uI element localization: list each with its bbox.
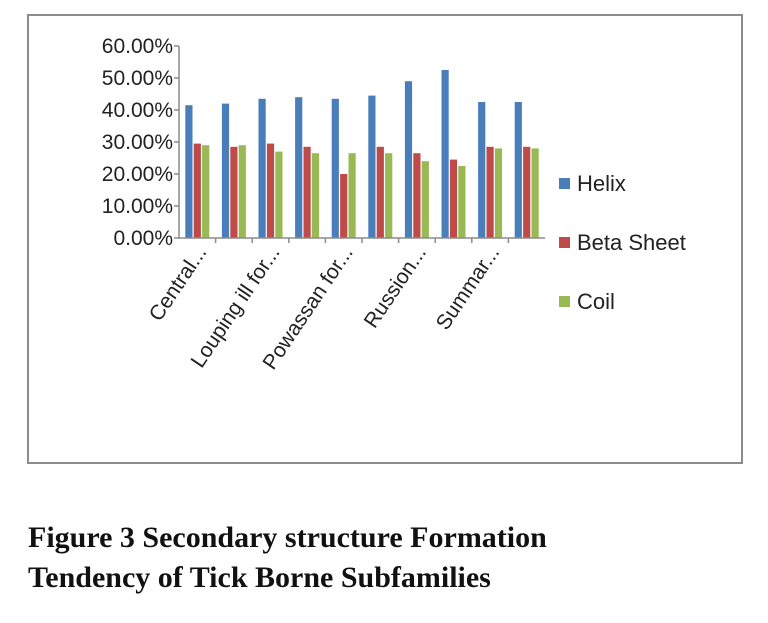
legend-swatch	[559, 296, 570, 307]
bar-beta-sheet	[303, 146, 311, 238]
chart-frame: 0.00% 10.00% 20.00% 30.00% 40.00% 50.00% 60.00…	[27, 14, 743, 464]
figure-caption: Figure 3 Secondary structure Formation T…	[28, 518, 748, 598]
x-axis: Central...Louping ill for...Powassan for…	[145, 237, 545, 374]
y-tick-label: 60.00%	[102, 35, 173, 58]
y-axis: 0.00% 10.00% 20.00% 30.00% 40.00% 50.00% 60.00…	[102, 35, 180, 250]
bar-coil	[421, 161, 429, 238]
bar-helix	[331, 98, 339, 238]
legend-label: Helix	[577, 171, 626, 196]
bar-helix	[478, 102, 486, 238]
bar-coil	[385, 153, 393, 238]
legend-label: Beta Sheet	[577, 230, 686, 255]
y-tick-label: 20.00%	[102, 163, 173, 186]
bar-helix	[441, 70, 449, 238]
bar-coil	[202, 145, 210, 238]
y-tick-label: 50.00%	[102, 67, 173, 90]
bar-beta-sheet	[266, 143, 275, 238]
legend: Helix Beta Sheet Coil	[559, 171, 686, 314]
y-tick-label: 40.00%	[102, 99, 173, 122]
legend-swatch	[559, 178, 570, 189]
x-tick-label: Summar...	[432, 242, 505, 334]
bar-coil	[494, 148, 503, 238]
bar-helix	[258, 98, 266, 238]
bar-coil	[311, 153, 320, 238]
caption-line-1: Figure 3 Secondary structure Formation	[28, 521, 547, 554]
x-tick-label: Central...	[145, 242, 212, 325]
y-tick-label: 0.00%	[113, 227, 173, 250]
bar-chart: 0.00% 10.00% 20.00% 30.00% 40.00% 50.00% 60.00…	[102, 35, 686, 374]
legend-swatch	[559, 237, 570, 248]
bar-coil	[531, 148, 539, 238]
bar-beta-sheet	[193, 143, 201, 238]
x-tick-label: Russion...	[360, 242, 431, 332]
bar-beta-sheet	[449, 159, 458, 238]
bar-beta-sheet	[340, 174, 348, 238]
bar-coil	[238, 145, 246, 238]
bar-helix	[221, 103, 230, 238]
bar-helix	[368, 95, 376, 238]
y-tick-label: 30.00%	[102, 131, 173, 154]
bar-helix	[514, 102, 522, 238]
bar-coil	[348, 153, 356, 238]
bar-beta-sheet	[413, 153, 421, 238]
bar-beta-sheet	[376, 146, 384, 238]
bar-coil	[458, 166, 466, 238]
caption-line-2: Tendency of Tick Borne Subfamilies	[28, 561, 491, 594]
bar-helix	[295, 97, 303, 238]
bars	[185, 70, 539, 238]
bar-beta-sheet	[523, 146, 531, 238]
bar-helix	[185, 105, 193, 238]
bar-beta-sheet	[230, 146, 238, 238]
legend-label: Coil	[577, 289, 615, 314]
bar-beta-sheet	[486, 146, 494, 238]
bar-helix	[404, 81, 413, 238]
bar-coil	[275, 151, 283, 238]
y-tick-label: 10.00%	[102, 195, 173, 218]
